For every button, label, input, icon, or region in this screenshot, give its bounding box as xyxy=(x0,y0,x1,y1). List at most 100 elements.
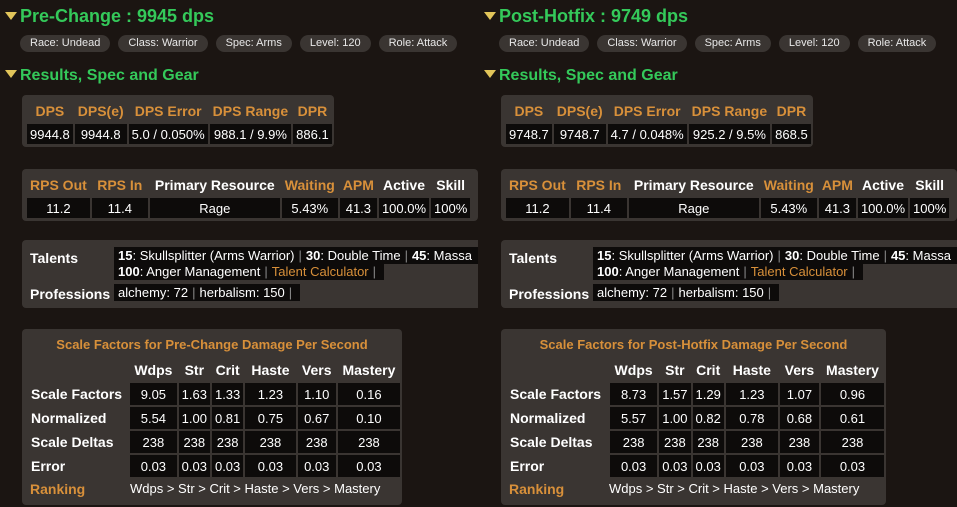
separator: | xyxy=(298,248,302,263)
report-column-post-hotfix: Post-Hotfix : 9749 dps Race: Undead Class… xyxy=(479,0,957,507)
resource-panel: RPS Out RPS In Primary Resource Waiting … xyxy=(22,169,478,221)
str-header: Str xyxy=(184,362,205,378)
separator: | xyxy=(743,264,747,279)
rps-in-value: 11.4 xyxy=(91,198,148,218)
spec-badge: Spec: Arms xyxy=(694,35,771,52)
separator: | xyxy=(372,264,377,279)
profession-herbalism: herbalism: 150 xyxy=(678,285,764,300)
dpr-value: 868.5 xyxy=(772,124,811,144)
dps-panel: DPS DPS(e) DPS Error DPS Range DPR 9944.… xyxy=(22,95,334,147)
report-title-toggle[interactable]: Pre-Change : 9945 dps xyxy=(5,6,214,27)
dps-error-value: 4.7 / 0.048% xyxy=(607,124,687,144)
cell: 238 xyxy=(659,431,691,453)
collapse-triangle-icon xyxy=(484,12,496,20)
talent-skullsplitter: : Skullsplitter (Arms Warrior) xyxy=(132,248,295,263)
cell: 0.75 xyxy=(245,407,296,429)
active-value: 100.0% xyxy=(378,198,430,218)
spec-badge: Spec: Arms xyxy=(215,35,292,52)
row-label: Scale Factors xyxy=(31,386,123,402)
dps-table: DPS DPS(e) DPS Error DPS Range DPR 9944.… xyxy=(25,98,334,146)
primary-resource-value: Rage xyxy=(149,198,280,218)
table-row: Error 0.03 0.03 0.03 0.03 0.03 0.03 xyxy=(507,455,884,477)
crit-header: Crit xyxy=(696,362,721,378)
scale-factors-title: Scale Factors for Post-Hotfix Damage Per… xyxy=(539,337,848,352)
row-label: Scale Deltas xyxy=(510,434,593,450)
crit-header: Crit xyxy=(215,362,240,378)
dps-error-header: DPS Error xyxy=(613,103,681,119)
talents-panel: Talents 15: Skullsplitter (Arms Warrior)… xyxy=(501,240,957,308)
cell: 0.03 xyxy=(211,455,244,477)
separator: | xyxy=(671,285,675,300)
waiting-header: Waiting xyxy=(284,177,335,193)
report-title-toggle[interactable]: Post-Hotfix : 9749 dps xyxy=(484,6,688,27)
separator: | xyxy=(883,248,887,263)
section-toggle-results[interactable]: Results, Spec and Gear xyxy=(484,67,678,85)
mastery-header: Mastery xyxy=(342,362,396,378)
cell: 238 xyxy=(692,431,724,453)
profession-alchemy: alchemy: 72 xyxy=(597,285,668,300)
dps-header: DPS xyxy=(35,103,65,119)
cell: 0.03 xyxy=(610,455,658,477)
cell: 0.03 xyxy=(820,455,884,477)
apm-value: 41.3 xyxy=(818,198,856,218)
row-label: Normalized xyxy=(31,410,107,426)
ranking-label: Ranking xyxy=(30,481,86,497)
dps-range-value: 925.2 / 9.5% xyxy=(688,124,771,144)
cell: 0.68 xyxy=(779,407,819,429)
dps-table: DPS DPS(e) DPS Error DPS Range DPR 9748.… xyxy=(504,98,813,146)
apm-header: APM xyxy=(342,177,374,193)
active-header: Active xyxy=(382,177,425,193)
cell: 0.03 xyxy=(130,455,177,477)
professions-value: alchemy: 72 | herbalism: 150 | xyxy=(593,284,780,301)
resource-panel: RPS Out RPS In Primary Resource Waiting … xyxy=(501,169,957,221)
table-row: Normalized 5.57 1.00 0.82 0.78 0.68 0.61 xyxy=(507,407,884,429)
talents-line-2: 100: Anger Management | Talent Calculator | xyxy=(114,263,385,280)
talent-calculator-link[interactable]: Talent Calculator xyxy=(750,264,848,279)
talent-double-time: : Double Time xyxy=(799,248,880,263)
dpr-value: 886.1 xyxy=(293,124,332,144)
dps-e-header: DPS(e) xyxy=(77,103,124,119)
waiting-header: Waiting xyxy=(763,177,814,193)
primary-resource-header: Primary Resource xyxy=(633,177,754,193)
talent-tier-100: 100 xyxy=(118,264,140,279)
vers-header: Vers xyxy=(301,362,332,378)
cell: 238 xyxy=(245,431,296,453)
cell: 0.03 xyxy=(779,455,819,477)
table-row: Scale Deltas 238 238 238 238 238 238 xyxy=(507,431,884,453)
separator: | xyxy=(192,285,196,300)
dps-value: 9748.7 xyxy=(506,124,552,144)
separator: | xyxy=(404,248,408,263)
cell: 0.03 xyxy=(178,455,210,477)
primary-resource-header: Primary Resource xyxy=(154,177,275,193)
dps-e-header: DPS(e) xyxy=(556,103,603,119)
rps-in-header: RPS In xyxy=(97,177,143,193)
talent-massacre: : Massa xyxy=(426,248,472,263)
role-badge: Role: Attack xyxy=(378,35,458,52)
cell: 8.73 xyxy=(610,383,658,405)
wdps-header: Wdps xyxy=(614,362,653,378)
cell: 0.82 xyxy=(692,407,724,429)
scale-factors-panel: Scale Factors for Post-Hotfix Damage Per… xyxy=(501,329,886,505)
class-badge: Class: Warrior xyxy=(597,35,687,52)
cell: 238 xyxy=(211,431,244,453)
resource-table: RPS Out RPS In Primary Resource Waiting … xyxy=(504,172,951,220)
vers-header: Vers xyxy=(784,362,815,378)
cell: 0.81 xyxy=(211,407,244,429)
cell: 5.54 xyxy=(130,407,177,429)
cell: 1.63 xyxy=(178,383,210,405)
cell: 1.23 xyxy=(725,383,778,405)
report-title: Pre-Change : 9945 dps xyxy=(20,6,215,26)
scale-factors-table: Wdps Str Crit Haste Vers Mastery Scale F… xyxy=(505,357,886,479)
dps-e-value: 9944.8 xyxy=(74,124,127,144)
talent-double-time: : Double Time xyxy=(320,248,401,263)
talent-calculator-link[interactable]: Talent Calculator xyxy=(271,264,369,279)
separator: | xyxy=(767,285,772,300)
dps-error-value: 5.0 / 0.050% xyxy=(128,124,208,144)
rps-out-header: RPS Out xyxy=(509,177,566,193)
rps-in-value: 11.4 xyxy=(570,198,627,218)
table-row: Scale Deltas 238 238 238 238 238 238 xyxy=(28,431,400,453)
cell: 0.96 xyxy=(820,383,884,405)
cell: 238 xyxy=(337,431,400,453)
section-toggle-results[interactable]: Results, Spec and Gear xyxy=(5,67,199,85)
talents-label: Talents xyxy=(509,250,557,266)
